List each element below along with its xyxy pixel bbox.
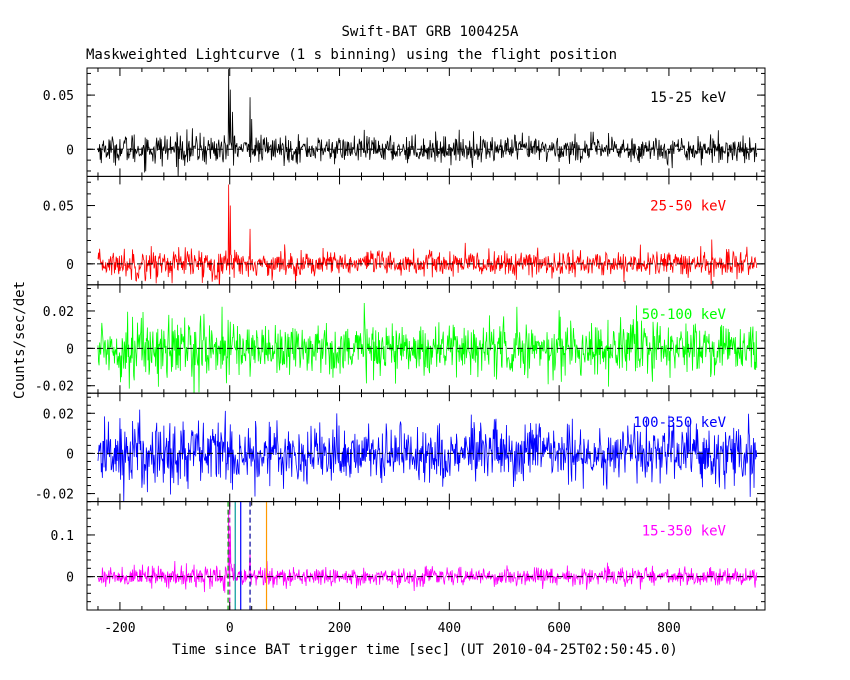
band-label: 25-50 keV xyxy=(650,198,726,214)
y-tick-label: 0 xyxy=(66,143,74,158)
x-tick-label: 600 xyxy=(547,621,570,636)
band-label: 15-25 keV xyxy=(650,90,726,106)
chart-subtitle: Maskweighted Lightcurve (1 s binning) us… xyxy=(86,47,617,63)
y-axis-label: Counts/sec/det xyxy=(12,281,28,399)
x-tick-label: 800 xyxy=(657,621,680,636)
y-tick-label: 0 xyxy=(66,571,74,586)
series-trace xyxy=(97,409,758,502)
band-label: 50-100 keV xyxy=(642,307,727,323)
x-tick-label: 0 xyxy=(226,621,234,636)
y-tick-label: 0.02 xyxy=(43,305,74,320)
chart-title: Swift-BAT GRB 100425A xyxy=(341,24,519,40)
y-tick-label: 0 xyxy=(66,258,74,273)
y-tick-label: 0 xyxy=(66,447,74,462)
y-tick-label: -0.02 xyxy=(35,488,74,503)
y-tick-label: 0.05 xyxy=(43,89,74,104)
series-trace xyxy=(97,69,758,177)
series-trace xyxy=(97,184,758,285)
panel-frame xyxy=(86,175,766,286)
y-tick-label: 0.05 xyxy=(43,200,74,215)
panel-frame xyxy=(86,501,766,611)
x-tick-label: 200 xyxy=(328,621,351,636)
y-tick-label: -0.02 xyxy=(35,380,74,395)
band-label: 100-350 keV xyxy=(633,415,726,431)
band-label: 15-350 keV xyxy=(642,524,727,540)
x-tick-label: 400 xyxy=(438,621,461,636)
y-tick-label: 0 xyxy=(66,342,74,357)
y-tick-label: 0.02 xyxy=(43,407,74,422)
series-trace xyxy=(97,509,758,593)
y-tick-label: 0.1 xyxy=(51,529,74,544)
panels-group: 0.05 0 15-25 keV 0.05 0 25-50 keV 0.02 0 -0.02 50… xyxy=(35,67,766,636)
x-axis-label: Time since BAT trigger time [sec] (UT 20… xyxy=(172,642,678,658)
series-trace xyxy=(97,303,758,394)
x-tick-label: -200 xyxy=(104,621,135,636)
panel-frame xyxy=(86,284,766,394)
panel-frame xyxy=(86,67,766,177)
